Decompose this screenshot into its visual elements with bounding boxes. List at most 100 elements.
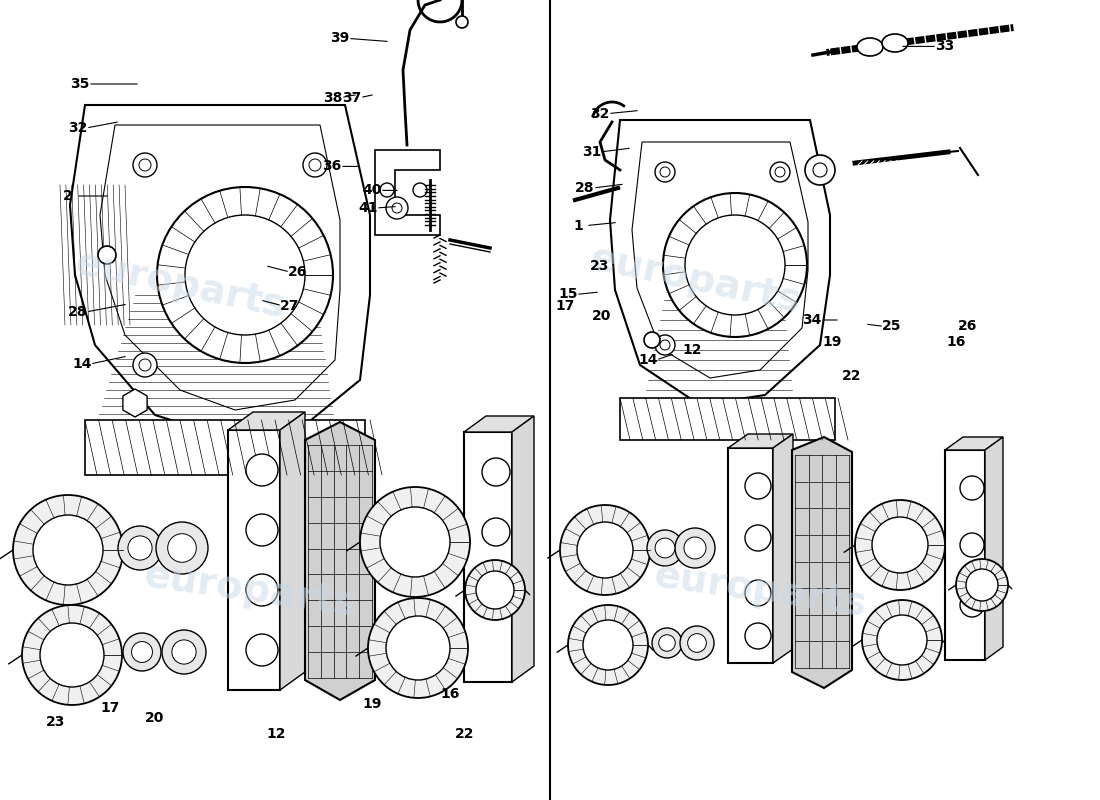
Circle shape — [139, 359, 151, 371]
Polygon shape — [792, 437, 852, 688]
Circle shape — [684, 537, 706, 559]
Text: 14: 14 — [73, 357, 91, 371]
Circle shape — [960, 476, 984, 500]
Circle shape — [13, 495, 123, 605]
Polygon shape — [984, 437, 1003, 660]
Circle shape — [162, 630, 206, 674]
Circle shape — [644, 332, 660, 348]
Circle shape — [654, 162, 675, 182]
Circle shape — [128, 536, 152, 560]
Polygon shape — [280, 412, 305, 690]
Circle shape — [33, 515, 103, 585]
Text: europarts: europarts — [72, 244, 289, 326]
Text: 12: 12 — [682, 342, 702, 357]
Text: 1: 1 — [573, 218, 583, 233]
Circle shape — [246, 514, 278, 546]
Bar — [464, 432, 512, 682]
Text: 38: 38 — [323, 90, 343, 105]
Circle shape — [22, 605, 122, 705]
Bar — [85, 420, 365, 475]
Text: 36: 36 — [322, 159, 342, 174]
Circle shape — [185, 215, 305, 335]
Ellipse shape — [857, 38, 883, 56]
Circle shape — [654, 335, 675, 355]
Polygon shape — [464, 416, 534, 432]
Circle shape — [246, 634, 278, 666]
Polygon shape — [70, 105, 370, 440]
Circle shape — [132, 642, 153, 662]
Circle shape — [482, 458, 510, 486]
Text: 23: 23 — [591, 258, 609, 273]
Text: 37: 37 — [342, 90, 362, 105]
Text: 17: 17 — [556, 298, 574, 313]
Polygon shape — [228, 412, 305, 430]
Circle shape — [660, 167, 670, 177]
Text: 40: 40 — [362, 183, 382, 198]
Circle shape — [302, 153, 327, 177]
Polygon shape — [773, 434, 793, 663]
Text: 26: 26 — [288, 265, 308, 279]
Text: 32: 32 — [68, 121, 88, 135]
Circle shape — [246, 574, 278, 606]
Circle shape — [167, 534, 196, 562]
Circle shape — [368, 598, 468, 698]
Circle shape — [805, 155, 835, 185]
Text: 27: 27 — [280, 298, 299, 313]
Text: 16: 16 — [440, 687, 460, 702]
Circle shape — [98, 246, 116, 264]
Text: 28: 28 — [68, 305, 88, 319]
Circle shape — [659, 634, 675, 651]
Circle shape — [156, 522, 208, 574]
Circle shape — [456, 16, 468, 28]
Circle shape — [656, 538, 675, 558]
Circle shape — [157, 187, 333, 363]
Text: 23: 23 — [46, 714, 66, 729]
Bar — [945, 450, 984, 660]
Circle shape — [813, 163, 827, 177]
Circle shape — [675, 528, 715, 568]
Circle shape — [392, 203, 402, 213]
Polygon shape — [512, 416, 534, 682]
Circle shape — [133, 153, 157, 177]
Circle shape — [652, 628, 682, 658]
Circle shape — [379, 507, 450, 577]
Polygon shape — [945, 437, 1003, 450]
Circle shape — [309, 159, 321, 171]
Circle shape — [560, 505, 650, 595]
Text: 2: 2 — [63, 189, 73, 203]
Circle shape — [745, 525, 771, 551]
Polygon shape — [610, 120, 830, 405]
Circle shape — [680, 626, 714, 660]
Circle shape — [246, 454, 278, 486]
Text: 17: 17 — [100, 701, 120, 715]
Circle shape — [360, 487, 470, 597]
Circle shape — [688, 634, 706, 652]
Ellipse shape — [882, 34, 908, 52]
Text: 41: 41 — [359, 201, 377, 215]
Circle shape — [133, 353, 157, 377]
Text: 34: 34 — [802, 313, 822, 327]
Text: 33: 33 — [935, 39, 955, 54]
Circle shape — [386, 197, 408, 219]
Polygon shape — [728, 434, 793, 448]
Circle shape — [745, 473, 771, 499]
Circle shape — [123, 633, 161, 671]
Polygon shape — [305, 422, 375, 700]
Circle shape — [482, 518, 510, 546]
Circle shape — [578, 522, 632, 578]
Circle shape — [583, 620, 632, 670]
Text: 32: 32 — [591, 106, 609, 121]
Circle shape — [660, 340, 670, 350]
Text: 12: 12 — [266, 726, 286, 741]
Text: 31: 31 — [582, 145, 602, 159]
Circle shape — [386, 616, 450, 680]
Text: 28: 28 — [575, 181, 595, 195]
Circle shape — [568, 605, 648, 685]
Text: 20: 20 — [592, 309, 612, 323]
Bar — [228, 430, 280, 690]
Circle shape — [966, 569, 998, 601]
Circle shape — [482, 583, 510, 611]
Circle shape — [855, 500, 945, 590]
Text: 15: 15 — [558, 287, 578, 302]
Bar — [620, 398, 835, 440]
